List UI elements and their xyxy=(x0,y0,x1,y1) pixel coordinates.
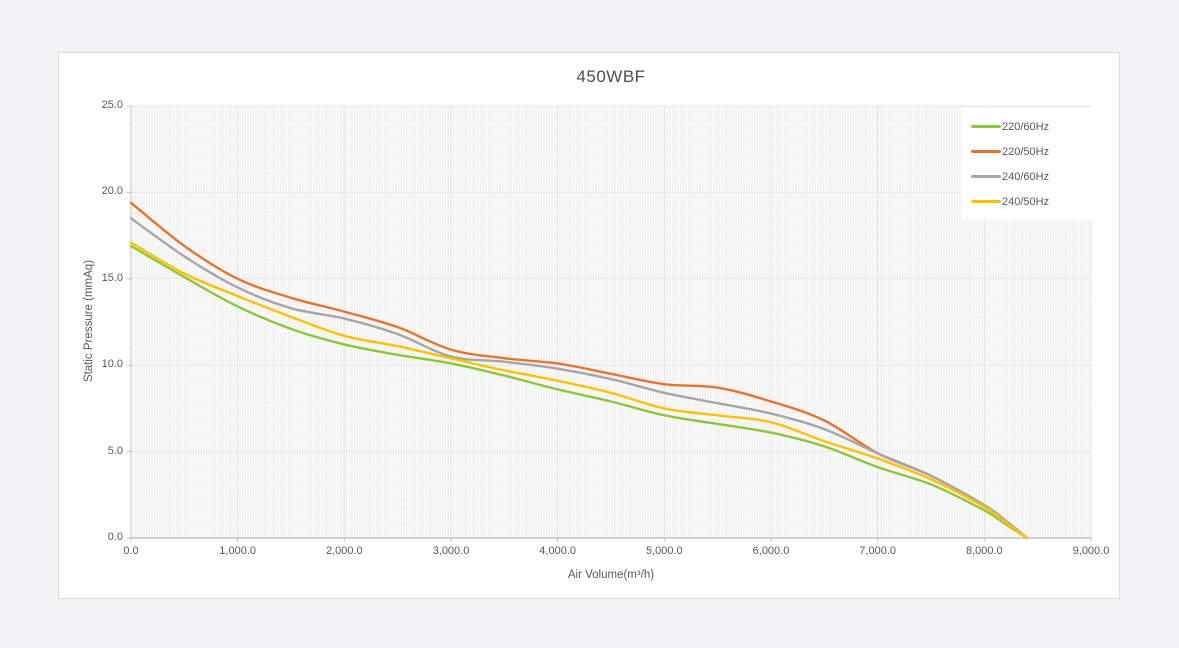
legend-label: 240/50Hz xyxy=(1002,195,1050,208)
legend-item: 220/50Hz xyxy=(971,139,1089,164)
x-tick-label: 7,000.0 xyxy=(859,545,896,557)
y-axis-title: Static Pressure (mmAq) xyxy=(83,259,95,383)
x-tick-label: 0.0 xyxy=(123,545,139,557)
chart-canvas xyxy=(127,105,1092,542)
y-tick-label: 15.0 xyxy=(101,271,123,284)
legend-item: 220/60Hz xyxy=(971,114,1089,139)
y-tick-label: 20.0 xyxy=(101,185,123,198)
x-tick-label: 8,000.0 xyxy=(965,545,1003,557)
chart-card: 450WBF Air Volume(m³/h) Static Pressure … xyxy=(58,52,1120,599)
y-tick-label: 5.0 xyxy=(107,444,123,457)
y-tick-label: 10.0 xyxy=(101,358,123,371)
x-tick-label: 9,000.0 xyxy=(1072,545,1110,557)
legend-swatch xyxy=(971,175,1001,178)
legend-label: 220/50Hz xyxy=(1002,145,1050,158)
y-tick-label: 25.0 xyxy=(101,99,123,111)
x-tick-label: 3,000.0 xyxy=(432,545,470,557)
legend-label: 220/60Hz xyxy=(1002,120,1050,133)
x-tick-label: 1,000.0 xyxy=(219,545,256,557)
legend-item: 240/50Hz xyxy=(971,189,1089,214)
series-line-220-60hz xyxy=(129,244,1029,540)
x-axis-title: Air Volume(m³/h) xyxy=(567,569,655,581)
legend-item: 240/60Hz xyxy=(971,164,1089,189)
legend-label: 240/60Hz xyxy=(1002,170,1050,183)
series-line-220-50hz xyxy=(129,201,1029,540)
legend-swatch xyxy=(971,150,1001,153)
chart-title: 450WBF xyxy=(576,67,646,86)
series-line-240-50hz xyxy=(129,241,1029,540)
x-tick-label: 4,000.0 xyxy=(539,545,576,557)
plot-area xyxy=(131,106,1091,538)
y-tick-label: 0.0 xyxy=(107,531,123,543)
x-tick-label: 6,000.0 xyxy=(752,545,790,557)
legend-swatch xyxy=(971,125,1001,128)
series-line-240-60hz xyxy=(129,217,1029,540)
legend-swatch xyxy=(971,200,1001,203)
x-tick-label: 5,000.0 xyxy=(645,545,683,557)
legend: 220/60Hz 220/50Hz 240/60Hz 240/50Hz xyxy=(961,108,1093,220)
x-tick-label: 2,000.0 xyxy=(325,545,363,557)
